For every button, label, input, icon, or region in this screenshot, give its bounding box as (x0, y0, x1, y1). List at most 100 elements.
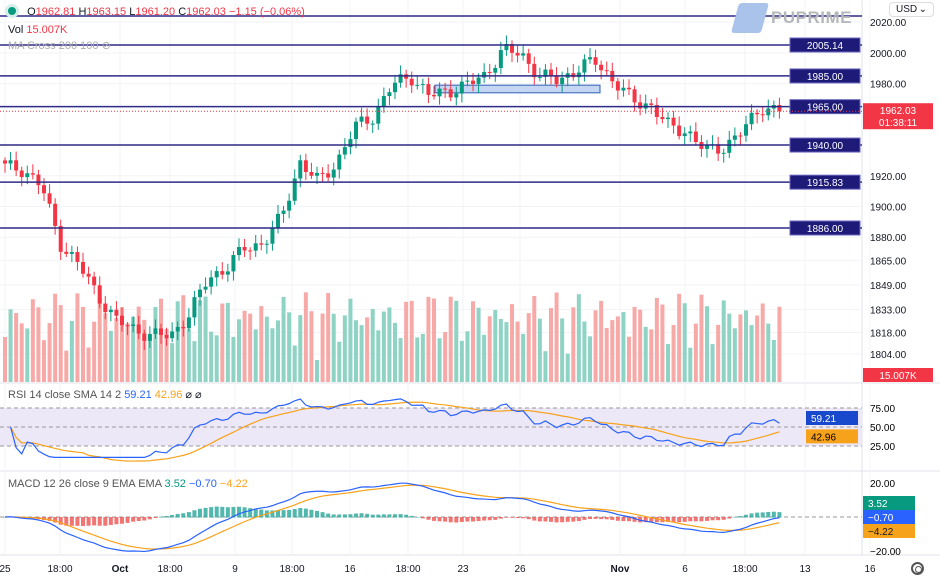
volume-bar (471, 301, 475, 382)
macd-histogram-bar (198, 508, 202, 518)
volume-bar (242, 310, 247, 382)
macd-histogram-bar (186, 512, 191, 518)
level-label: 1886.00 (807, 224, 844, 235)
volume-bar (705, 306, 709, 382)
current-price-label: 1962.03 (880, 106, 917, 117)
candle-body (36, 174, 41, 186)
volume-label: 15.007K (879, 371, 917, 382)
volume-bar (125, 323, 130, 382)
macd-histogram-bar (376, 514, 381, 518)
candle-body (537, 76, 542, 78)
macd-histogram-bar (365, 513, 370, 518)
macd-histogram-bar (576, 517, 581, 522)
candle-body (671, 117, 676, 126)
volume-bar (454, 300, 459, 382)
macd-histogram-bar (354, 513, 358, 518)
candle-body (554, 76, 559, 85)
volume-legend[interactable]: Vol 15.007K (8, 24, 67, 36)
macd-tick: −20.00 (870, 547, 901, 558)
macd-legend[interactable]: MACD 12 26 close 9 EMA EMA 3.52 −0.70 −4… (8, 478, 248, 490)
candle-body (164, 334, 169, 339)
volume-bar (309, 311, 314, 382)
macd-histogram-bar (604, 517, 609, 520)
macd-histogram-bar (649, 517, 654, 522)
macd-histogram-bar (292, 509, 297, 518)
volume-bar (108, 330, 113, 382)
macd-histogram-bar (448, 517, 453, 523)
macd-signal-value: −4.22 (219, 478, 248, 490)
ma-cross-legend[interactable]: MA Cross 200 100 ⊘ (8, 39, 111, 52)
volume-bar (671, 325, 676, 382)
macd-histogram-bar (231, 506, 236, 518)
volume-bar (615, 316, 620, 382)
price-tick: 1833.00 (870, 305, 907, 316)
macd-histogram-bar (443, 517, 448, 522)
macd-histogram-bar (359, 513, 364, 518)
macd-histogram-bar (677, 517, 682, 523)
candle-body (131, 324, 136, 326)
macd-histogram-bar (716, 517, 721, 521)
price-tick: 1980.00 (870, 80, 907, 91)
macd-histogram-bar (92, 517, 97, 526)
eye-icon[interactable]: ⌀ ⌀ (185, 389, 202, 401)
volume-bar (554, 292, 559, 382)
macd-value: −0.70 (189, 478, 217, 490)
candle-body (69, 252, 74, 254)
macd-badge-label: −4.22 (868, 527, 894, 538)
candle-body (359, 116, 364, 122)
candle-body (315, 172, 319, 176)
volume-bar (259, 306, 264, 382)
currency-select[interactable]: USD ⌄ (889, 2, 934, 17)
candle-body (627, 87, 631, 90)
macd-histogram-bar (727, 517, 732, 519)
candle-body (387, 92, 392, 97)
macd-histogram-bar (766, 511, 771, 518)
candle-body (448, 89, 453, 98)
volume-bar (69, 320, 74, 382)
macd-histogram-bar (738, 516, 743, 518)
volume-bar (36, 307, 41, 382)
candle-body (515, 52, 520, 56)
volume-bar (755, 315, 760, 382)
volume-bar (771, 339, 776, 382)
macd-histogram-bar (771, 511, 776, 518)
macd-histogram-bar (487, 517, 492, 521)
candle-body (53, 203, 58, 227)
volume-bar (58, 305, 63, 382)
candle-body (682, 133, 687, 137)
volume-bar (214, 335, 219, 382)
candle-body (599, 64, 604, 71)
volume-bar (693, 323, 698, 382)
volume-bar (426, 296, 431, 382)
rsi-tick: 75.00 (870, 404, 895, 415)
candle-body (214, 271, 219, 278)
candle-body (30, 173, 35, 175)
eye-hidden-icon[interactable]: ⊘ (101, 40, 111, 52)
candle-body (337, 154, 342, 170)
macd-histogram-bar (170, 514, 175, 518)
level-label: 1915.83 (807, 178, 844, 189)
macd-histogram-bar (64, 517, 69, 526)
price-tick: 2020.00 (870, 18, 907, 29)
macd-histogram-bar (120, 517, 124, 524)
macd-histogram-bar (270, 510, 275, 518)
candle-body (225, 271, 230, 275)
volume-bar (543, 351, 548, 382)
volume-bar (342, 315, 347, 382)
candle-body (649, 103, 654, 105)
rsi-legend[interactable]: RSI 14 close SMA 14 2 59.21 42.96 ⌀ ⌀ (8, 388, 202, 401)
volume-bar (42, 340, 46, 382)
candle-body (153, 328, 158, 334)
candle-body (19, 170, 24, 178)
open-value: 1962.81 (35, 6, 76, 18)
candle-body (504, 43, 509, 51)
candle-body (125, 325, 130, 327)
price-tick: 1865.00 (870, 256, 907, 267)
settings-icon[interactable] (911, 562, 924, 575)
candle-body (103, 303, 108, 313)
macd-histogram-bar (688, 517, 693, 522)
volume-bar (643, 326, 648, 382)
macd-histogram-bar (276, 510, 280, 518)
candle-body (582, 59, 587, 73)
